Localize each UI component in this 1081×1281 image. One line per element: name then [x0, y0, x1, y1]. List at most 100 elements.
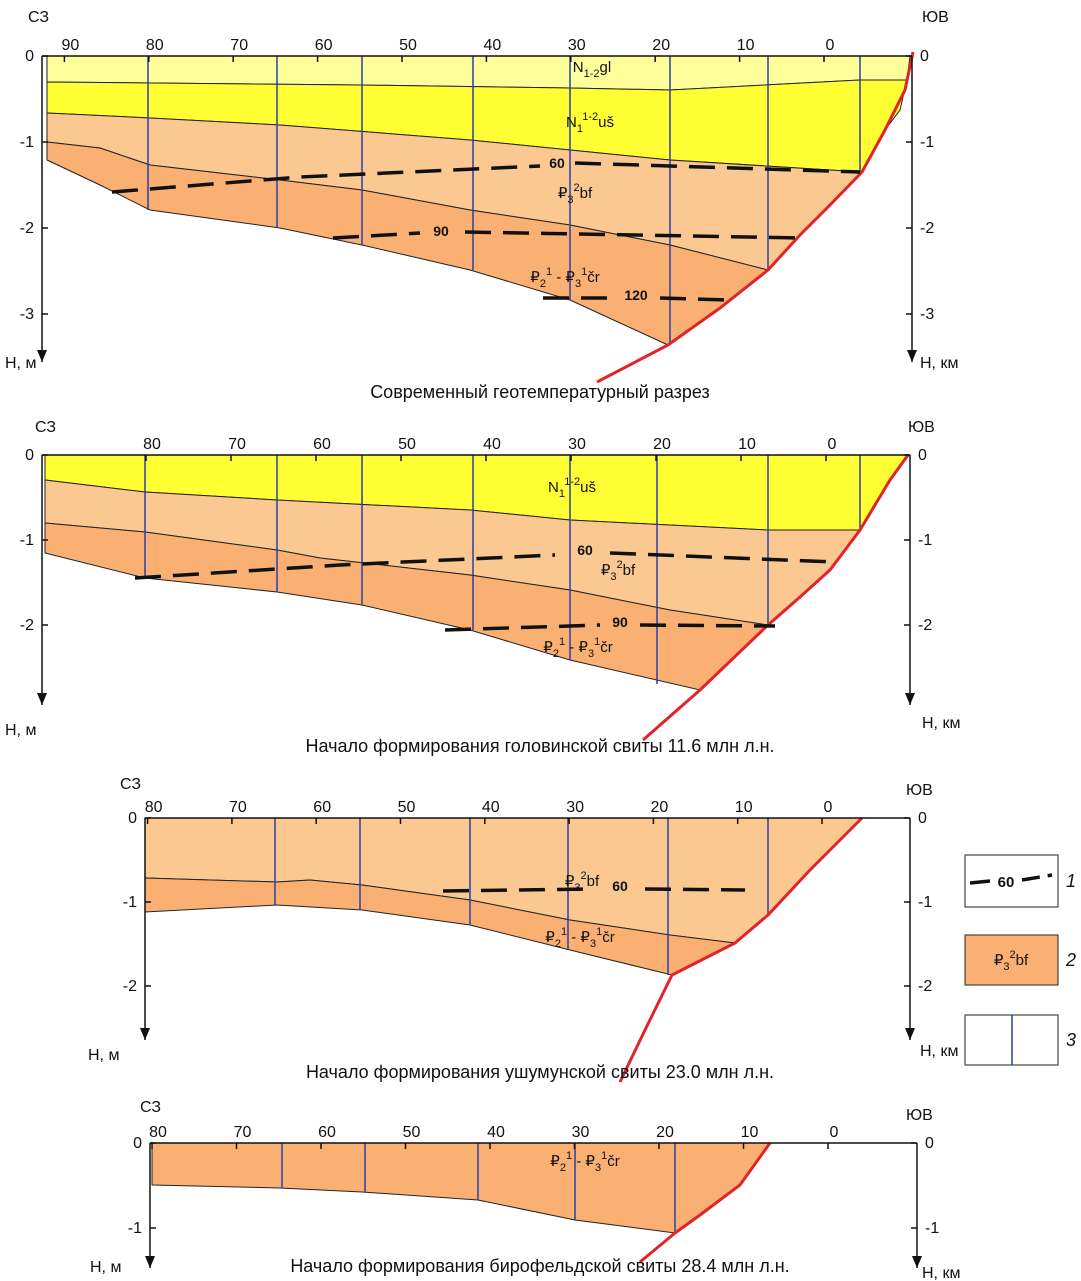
x-tick-label: 20 — [651, 799, 669, 816]
axis-arrow — [37, 693, 47, 705]
depth-tick-label: -1 — [918, 532, 932, 549]
formula-part: ₽ — [543, 639, 553, 656]
formula-part: uš — [598, 114, 614, 131]
formula-part: 2 — [555, 938, 561, 950]
formula-part: 2 — [560, 1162, 566, 1174]
x-tick-label: 30 — [568, 436, 586, 453]
end-label-se: ЮВ — [908, 419, 935, 436]
end-label-nw: СЗ — [140, 1099, 161, 1116]
isotherm-label: 90 — [612, 614, 628, 630]
axis-label: Н, км — [922, 1265, 960, 1281]
legend-number: 1 — [1066, 871, 1076, 891]
isotherm-label: 60 — [577, 542, 593, 558]
panel-title: Начало формирования бирофельдской свиты … — [290, 1256, 789, 1276]
axis-label: Н, км — [920, 355, 958, 372]
x-tick-label: 0 — [830, 1124, 839, 1141]
axis-label: Н, м — [90, 1259, 121, 1276]
formula-part: 3 — [590, 938, 596, 950]
panel-title: Начало формирования ушумунской свиты 23.… — [306, 1062, 774, 1082]
depth-tick-label: -2 — [20, 617, 34, 634]
formula-part: bf — [623, 562, 636, 579]
axis-arrow — [905, 693, 915, 705]
depth-tick-label: -1 — [20, 532, 34, 549]
end-label-nw: СЗ — [28, 9, 49, 26]
x-tick-label: 60 — [313, 436, 331, 453]
formula-part: 3 — [595, 1162, 601, 1174]
x-tick-label: 30 — [566, 799, 584, 816]
x-tick-label: 30 — [568, 37, 586, 54]
diagram: 90807060504030201000-1-2-30-1-2-3СЗЮВН, … — [0, 0, 1081, 1281]
panel-2-section — [45, 455, 908, 740]
depth-tick-label: -2 — [918, 978, 932, 995]
formula-part: 3 — [574, 882, 580, 894]
end-label-se: ЮВ — [906, 782, 933, 799]
formula-part: - ₽ — [572, 1153, 595, 1170]
axis-label: Н, м — [88, 1047, 119, 1064]
legend-isotherm-label: 60 — [998, 874, 1015, 891]
formula-part: ₽ — [545, 929, 555, 946]
formula-part: čr — [587, 269, 600, 286]
panel-1-section — [47, 52, 913, 382]
x-tick-label: 50 — [399, 37, 417, 54]
x-tick-label: 10 — [741, 1124, 759, 1141]
formula-part: 3 — [575, 278, 581, 290]
depth-tick-label: -1 — [20, 134, 34, 151]
panel-title: Современный геотемпературный разрез — [370, 382, 710, 402]
x-tick-label: 20 — [653, 436, 671, 453]
axis-arrow — [905, 1028, 915, 1040]
formula-part: 1-2 — [584, 68, 600, 80]
x-tick-label: 70 — [230, 37, 248, 54]
formula-part: čr — [607, 1153, 620, 1170]
depth-tick-label: -3 — [920, 306, 934, 323]
formula-part: - ₽ — [567, 929, 590, 946]
formula-part: ₽ — [530, 269, 540, 286]
axis-label: Н, м — [5, 722, 36, 739]
legend-number: 3 — [1066, 1030, 1076, 1050]
x-tick-label: 30 — [572, 1124, 590, 1141]
axis-arrow — [37, 350, 47, 362]
x-tick-label: 70 — [228, 436, 246, 453]
x-tick-label: 10 — [737, 37, 755, 54]
panel-4-section — [152, 1143, 770, 1262]
depth-tick-label: 0 — [128, 810, 137, 827]
x-tick-label: 70 — [229, 799, 247, 816]
formula-part: bf — [587, 873, 600, 890]
formula-part: 2 — [553, 648, 559, 660]
formula-part: 1 — [559, 488, 565, 500]
depth-tick-label: 0 — [25, 447, 34, 464]
axis-label: Н, км — [920, 1043, 958, 1060]
x-tick-label: 40 — [482, 799, 500, 816]
panel-title: Начало формирования головинской свиты 11… — [305, 736, 774, 756]
x-tick-label: 40 — [484, 37, 502, 54]
panel-3-section — [145, 818, 862, 1082]
depth-tick-label: -1 — [925, 1220, 939, 1237]
formula-part: ₽ — [601, 562, 611, 579]
formula-part: N — [573, 59, 584, 76]
end-label-se: ЮВ — [906, 1107, 933, 1124]
x-tick-label: 20 — [652, 37, 670, 54]
formula-part: N — [566, 114, 577, 131]
depth-tick-label: 0 — [918, 447, 927, 464]
end-label-se: ЮВ — [922, 9, 949, 26]
isotherm-label: 90 — [433, 223, 449, 239]
x-tick-label: 40 — [487, 1124, 505, 1141]
x-tick-label: 40 — [483, 436, 501, 453]
formula-part: ₽ — [558, 185, 568, 202]
formula-part: 2 — [540, 278, 546, 290]
x-tick-label: 60 — [315, 37, 333, 54]
axis-arrow — [140, 1028, 150, 1040]
x-tick-label: 50 — [403, 1124, 421, 1141]
formula-part: bf — [1016, 952, 1029, 969]
formula-part: gl — [600, 59, 612, 76]
formula-part: ₽ — [994, 952, 1004, 969]
x-tick-label: 60 — [313, 799, 331, 816]
legend-number: 2 — [1065, 950, 1076, 970]
formula-part: 3 — [588, 648, 594, 660]
depth-tick-label: 0 — [918, 810, 927, 827]
depth-tick-label: -2 — [123, 978, 137, 995]
x-tick-label: 0 — [826, 37, 835, 54]
formula-part: 3 — [567, 194, 573, 206]
formula-part: 1-2 — [564, 476, 580, 488]
axis-label: Н, км — [922, 715, 960, 732]
x-tick-label: 50 — [398, 799, 416, 816]
